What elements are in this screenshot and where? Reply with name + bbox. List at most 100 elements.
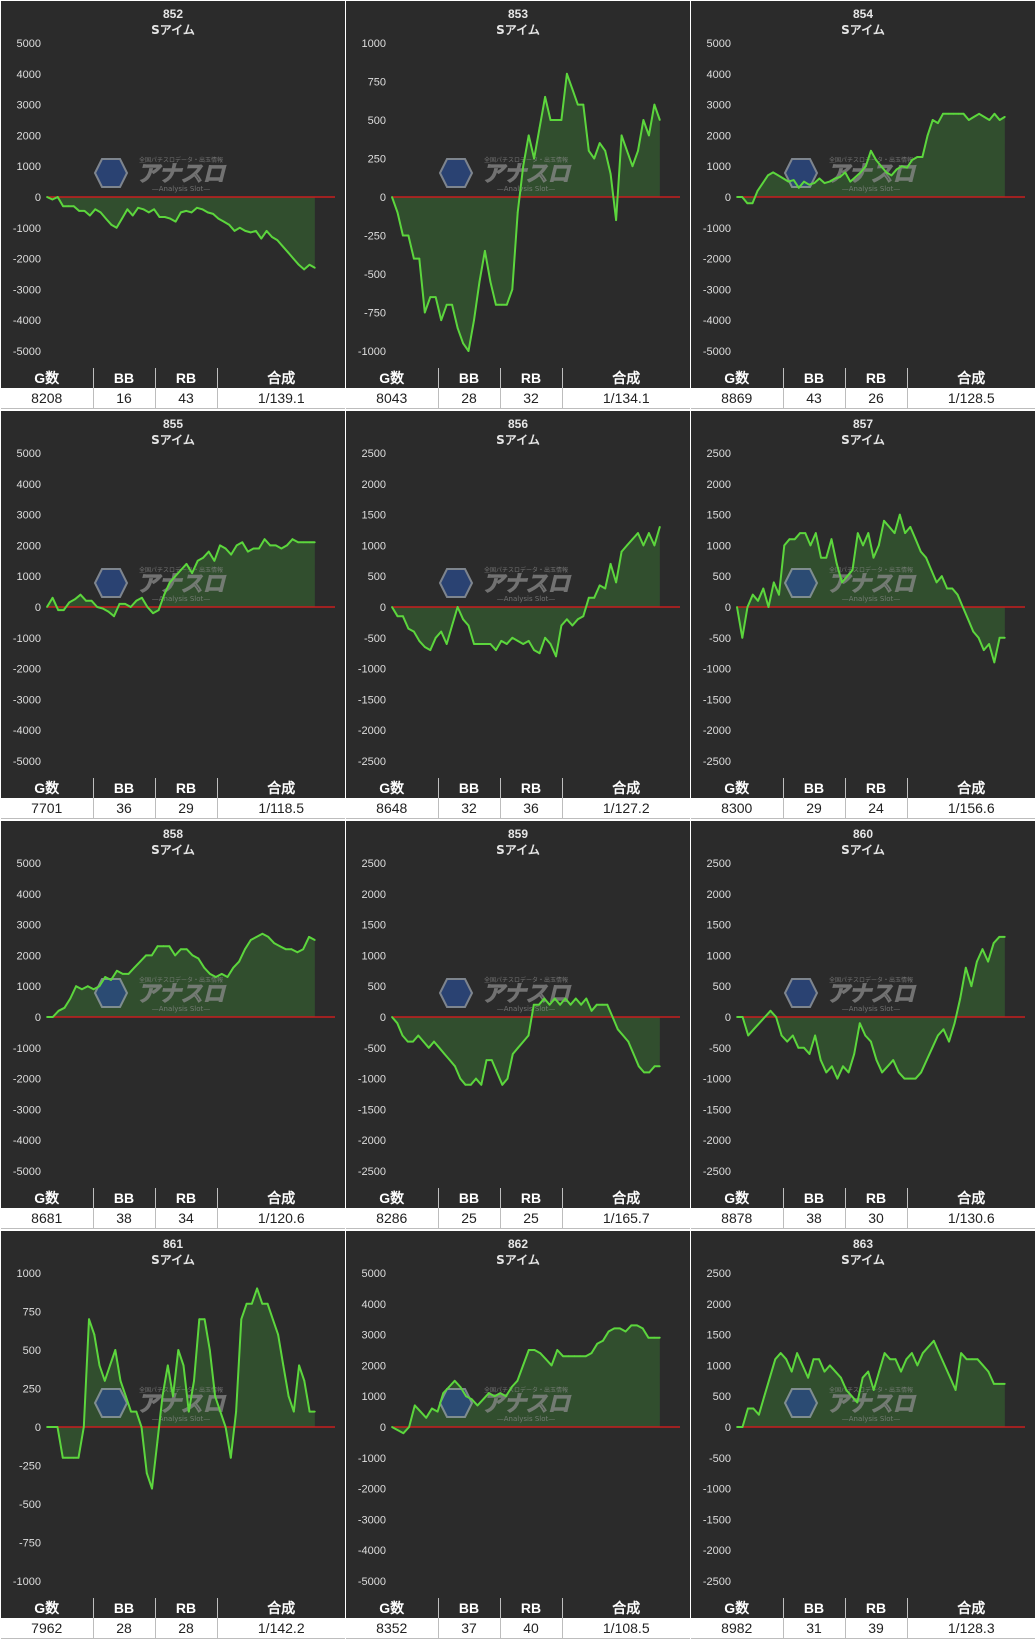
data-point (142, 208, 145, 211)
data-point (104, 976, 107, 978)
combined-rate: 1/156.6 (907, 798, 1035, 819)
data-point (988, 119, 991, 121)
data-point (510, 1386, 513, 1388)
data-point (886, 1065, 889, 1068)
data-point (402, 615, 404, 618)
data-point (976, 960, 978, 963)
watermark-title: アナスロ (827, 572, 917, 597)
data-point (302, 541, 305, 544)
data-point (241, 541, 244, 544)
data-point (215, 976, 217, 978)
header-combined: 合成 (217, 778, 345, 798)
data-point (803, 1046, 805, 1049)
data-point (129, 606, 132, 608)
data-point (214, 1395, 217, 1398)
data-point (185, 563, 188, 565)
data-point (631, 538, 634, 541)
chart-title: 853 (508, 7, 528, 21)
data-point (981, 948, 984, 951)
bb-count: 36 (93, 798, 156, 819)
y-tick-label: 1500 (707, 510, 731, 522)
stats-header-row: G数 BB RB 合成 (1, 1598, 345, 1618)
y-tick-label: -1000 (703, 1484, 731, 1496)
rb-count: 26 (845, 388, 908, 409)
y-tick-label: -250 (364, 231, 386, 243)
data-point (998, 119, 1001, 121)
machine-card: 862 Sアイム 5000 4000 3000 2000 1000 0 -1000 -2000 -3… (346, 1231, 690, 1639)
data-point (555, 119, 557, 121)
watermark-title: アナスロ (137, 1392, 227, 1417)
watermark-tagline: 全国パチスロデータ・出玉情報 (829, 976, 913, 984)
y-tick-label: -1000 (13, 1043, 41, 1055)
data-point (931, 119, 934, 121)
data-point (741, 636, 744, 639)
data-point (761, 182, 764, 185)
data-point (408, 1426, 410, 1428)
payout-chart: 853 Sアイム 1000 750 500 250 0 -250 -500 -750 -1000 全国… (346, 1, 690, 368)
data-point (801, 1364, 804, 1367)
data-point (825, 556, 828, 559)
data-point (976, 1358, 979, 1361)
data-point (476, 1404, 479, 1407)
data-point (538, 652, 541, 655)
header-games: G数 (1, 1188, 94, 1208)
chart-svg: 855 Sアイム 5000 4000 3000 2000 1000 0 -1000 -2000 -3… (13, 417, 335, 768)
payout-chart: 852 Sアイム 5000 4000 3000 2000 1000 0 -1000 -2000 -3… (1, 1, 345, 368)
payout-chart: 854 Sアイム 5000 4000 3000 2000 1000 0 -1000 -2000 -3… (691, 1, 1035, 368)
watermark-subtitle: —Analysis Slot— (842, 1415, 900, 1423)
y-tick-label: 0 (35, 602, 41, 614)
data-point (555, 655, 557, 658)
data-point (286, 544, 288, 547)
data-point (538, 126, 541, 129)
chart-title: 857 (853, 417, 873, 431)
data-point (162, 945, 165, 948)
data-point (992, 942, 995, 944)
data-point (763, 1395, 766, 1398)
data-point (440, 630, 443, 633)
data-point (269, 544, 272, 547)
header-combined: 合成 (217, 368, 345, 388)
data-point (156, 1441, 159, 1444)
watermark-title: アナスロ (827, 982, 917, 1007)
data-point (131, 214, 134, 217)
header-rb: RB (845, 368, 908, 388)
data-point (864, 1034, 867, 1037)
y-tick-label: 3000 (362, 1330, 386, 1342)
data-point (224, 1426, 227, 1428)
y-tick-label: 5000 (17, 38, 41, 50)
data-point (808, 183, 810, 186)
y-tick-label: 4000 (17, 889, 41, 901)
data-point (942, 1028, 945, 1031)
data-point (841, 581, 843, 584)
data-point (559, 1003, 561, 1006)
stats-value-row: 8043 28 32 1/134.1 (346, 388, 690, 409)
y-tick-label: 0 (380, 1422, 386, 1434)
data-point (571, 88, 574, 91)
rb-count: 25 (500, 1208, 563, 1229)
y-tick-label: -2500 (703, 1576, 731, 1588)
data-point (862, 544, 864, 547)
data-point (224, 547, 227, 550)
data-point (401, 1034, 404, 1037)
watermark-title: アナスロ (137, 162, 227, 187)
data-point (67, 205, 70, 208)
data-point (516, 640, 519, 642)
y-tick-label: -5000 (13, 1166, 41, 1178)
header-bb: BB (438, 778, 501, 798)
y-tick-label: 3000 (17, 920, 41, 932)
payout-chart: 857 Sアイム 2500 2000 1500 1000 500 0 -500 -1000 -150… (691, 411, 1035, 778)
stats-value-row: 7962 28 28 1/142.2 (1, 1618, 345, 1639)
data-point (782, 177, 785, 180)
y-tick-label: 500 (713, 571, 731, 583)
data-point (736, 606, 738, 608)
data-point (442, 1392, 445, 1394)
data-point (118, 603, 121, 605)
data-point (98, 1364, 101, 1367)
data-point (769, 1009, 772, 1012)
y-tick-label: 1500 (362, 920, 386, 932)
chart-subtitle: Sアイム (151, 1253, 195, 1267)
y-tick-label: -1500 (703, 694, 731, 706)
data-point (391, 606, 393, 608)
